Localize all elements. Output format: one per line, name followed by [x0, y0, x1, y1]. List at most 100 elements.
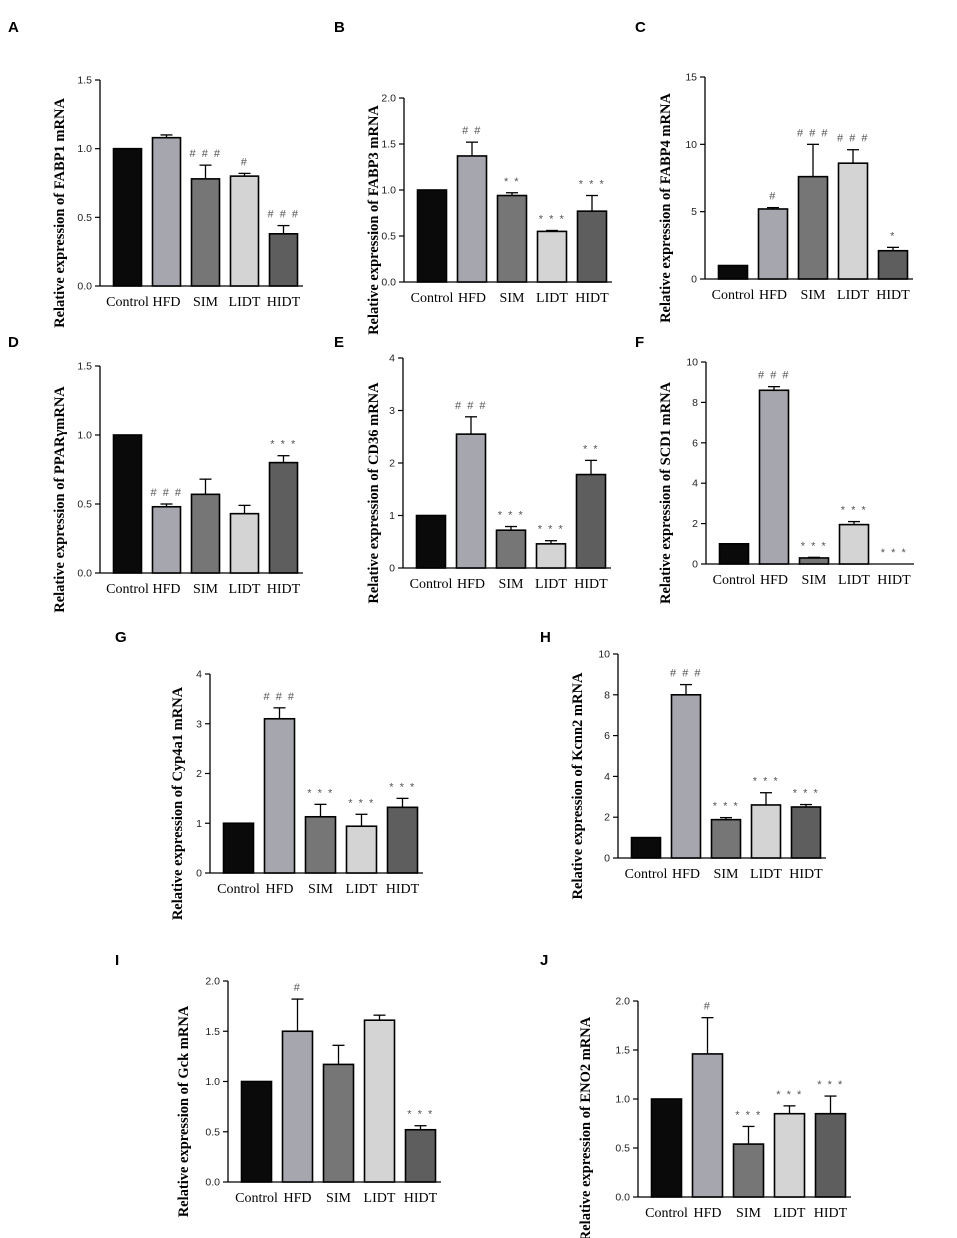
y-tick-label: 1.0 [77, 430, 92, 442]
y-axis-label: Relative expression of FABP3 mRNA [366, 105, 382, 335]
y-tick-label: 2 [692, 518, 698, 530]
bar-sim [190, 178, 221, 287]
bar-hidt [814, 1112, 847, 1198]
significance-marker: * * * [753, 776, 779, 788]
bar-control [112, 434, 143, 574]
significance-marker: # # # [837, 133, 869, 145]
bar-sim [322, 1063, 355, 1183]
panel-letter: H [540, 629, 551, 646]
x-tick-label: Control [625, 867, 668, 882]
bar-lidt [536, 230, 568, 283]
significance-marker: # # # [264, 691, 296, 703]
x-tick-label: HIDT [386, 882, 420, 897]
panel-d: D 0.0 0.5 1.0 1.5 Relative expression of PPAR… [8, 334, 303, 613]
significance-marker: # # # [268, 209, 300, 221]
x-tick-label: SIM [801, 288, 826, 303]
bar-control [240, 1080, 273, 1183]
significance-marker: * * * [793, 788, 819, 800]
x-tick-label: HFD [152, 582, 180, 597]
y-tick-label: 2.0 [381, 93, 396, 105]
panel-g: G 0 1 2 3 4 Relative expression of Cyp4a1 mRNA… [115, 629, 423, 920]
y-tick-label: 1.0 [615, 1094, 630, 1106]
panel-j: J 0.0 0.5 1.0 1.5 2.0 Relative expression of E… [540, 952, 851, 1238]
x-tick-label: SIM [802, 573, 827, 588]
bar-sim [798, 557, 830, 565]
bar-sim [732, 1143, 765, 1198]
significance-marker: * * * [735, 1109, 761, 1121]
panel-h: H 0 2 4 6 8 10 Relative expression of Kcnn2 mRN… [540, 629, 826, 899]
y-tick-label: 6 [604, 730, 610, 742]
y-tick-label: 1.5 [615, 1045, 630, 1057]
y-axis-label: Relative expression of FABP1 mRNA [52, 98, 68, 328]
bar-lidt [229, 512, 260, 574]
x-tick-label: LIDT [364, 1191, 396, 1206]
y-tick-label: 1.5 [77, 75, 92, 87]
panel-letter: G [115, 629, 127, 646]
x-tick-label: SIM [499, 577, 524, 592]
y-tick-label: 0 [691, 274, 697, 286]
x-tick-label: SIM [308, 882, 333, 897]
bar-control [222, 822, 255, 874]
y-tick-label: 1.0 [381, 185, 396, 197]
x-tick-label: LIDT [536, 291, 568, 306]
x-tick-label: Control [235, 1191, 278, 1206]
y-axis-label: Relative expression of CD36 mRNA [366, 382, 382, 604]
panel-a: A 0.0 0.5 1.0 1.5 Relative expression of FABP… [8, 19, 303, 328]
x-tick-label: HFD [693, 1206, 721, 1221]
x-tick-label: HIDT [789, 867, 823, 882]
significance-marker: # [241, 156, 249, 168]
x-tick-label: SIM [326, 1191, 351, 1206]
bar-hidt [268, 461, 299, 574]
bar-hidt [576, 210, 608, 283]
x-tick-label: HIDT [574, 577, 608, 592]
significance-marker: # # # [190, 148, 222, 160]
significance-marker: * * [583, 443, 599, 455]
significance-marker: # [294, 982, 302, 994]
y-tick-label: 0 [604, 853, 610, 865]
bar-hfd [670, 693, 702, 859]
y-tick-label: 0 [692, 559, 698, 571]
bar-lidt [750, 804, 782, 859]
bar-sim [495, 529, 527, 569]
panel-letter: E [334, 334, 344, 351]
x-tick-label: SIM [193, 582, 218, 597]
x-tick-label: Control [106, 582, 149, 597]
bar-hidt [268, 233, 299, 287]
y-axis-label: Relative expression of Gck mRNA [176, 1005, 192, 1217]
significance-marker: * * * [776, 1089, 802, 1101]
bar-lidt [345, 825, 378, 874]
panel-i: I 0.0 0.5 1.0 1.5 2.0 Relative expression of G… [115, 952, 441, 1217]
y-tick-label: 0.5 [381, 231, 396, 243]
y-tick-label: 10 [686, 357, 698, 369]
y-tick-label: 5 [691, 206, 697, 218]
y-tick-label: 4 [692, 478, 698, 490]
significance-marker: * * * [538, 524, 564, 536]
bar-hfd [151, 505, 182, 574]
significance-marker: * * * [307, 787, 333, 799]
x-tick-label: HFD [283, 1191, 311, 1206]
y-tick-label: 1 [389, 510, 395, 522]
y-tick-label: 3 [196, 718, 202, 730]
bar-hidt [404, 1128, 437, 1183]
y-axis-label: Relative expression of SCD1 mRNA [658, 381, 674, 604]
x-tick-label: HIDT [267, 295, 301, 310]
x-tick-label: HFD [152, 295, 180, 310]
y-tick-label: 1 [196, 818, 202, 830]
y-axis-label: Relative expression of Kcnn2 mRNA [570, 672, 586, 899]
bar-lidt [363, 1019, 396, 1183]
panel-letter: C [635, 19, 646, 36]
significance-marker: # # # [758, 370, 790, 382]
x-tick-label: LIDT [535, 577, 567, 592]
bar-control [630, 836, 662, 859]
significance-marker: * * * [713, 801, 739, 813]
x-tick-label: HIDT [876, 288, 910, 303]
y-axis-label: Relative expression of FABP4 mRNA [658, 93, 674, 323]
y-tick-label: 0.0 [77, 568, 92, 580]
panel-letter: A [8, 19, 19, 36]
x-tick-label: HFD [458, 291, 486, 306]
x-tick-label: HIDT [575, 291, 609, 306]
x-tick-label: HFD [760, 573, 788, 588]
bar-lidt [838, 523, 870, 565]
x-tick-label: Control [645, 1206, 688, 1221]
